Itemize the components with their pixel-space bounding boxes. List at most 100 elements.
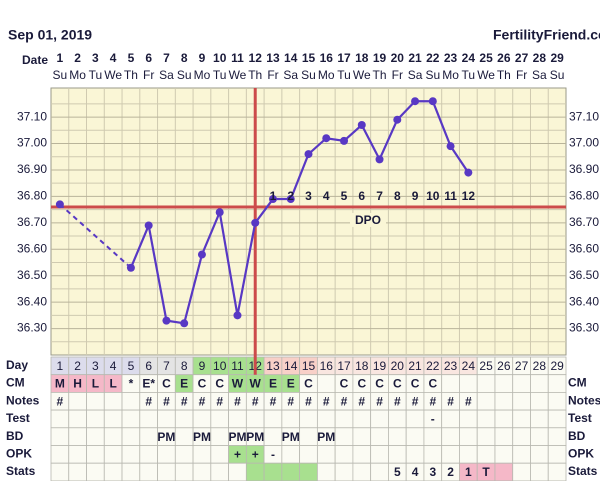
table-cell	[263, 462, 283, 481]
weekday: Tu	[337, 68, 351, 82]
table-cell	[405, 409, 425, 429]
table-cell	[352, 445, 372, 464]
weekday: Mo	[194, 68, 211, 82]
table-cell	[476, 409, 496, 429]
table-cell	[86, 462, 105, 481]
table-cell	[210, 445, 229, 464]
cell-text: C	[411, 377, 420, 391]
y-tick-label-right: 36.80	[569, 189, 599, 203]
temperature-point	[55, 200, 64, 209]
weekday: We	[104, 68, 122, 82]
table-cell	[192, 409, 212, 429]
table-cell	[121, 462, 141, 481]
weekday: We	[353, 68, 371, 82]
cell-text: #	[394, 394, 401, 408]
weekday: Tu	[213, 68, 227, 82]
cell-text: #	[163, 394, 170, 408]
temperature-point	[304, 150, 313, 159]
table-cell	[334, 445, 354, 464]
table-cell	[174, 409, 194, 429]
table-cell	[530, 391, 549, 411]
row-label-right: Notes	[568, 393, 600, 407]
cell-text: C	[304, 377, 313, 391]
row-label: Test	[6, 411, 30, 425]
day-number: 6	[145, 359, 152, 373]
y-tick-label-right: 36.70	[569, 215, 599, 229]
y-tick-label: 36.90	[17, 162, 47, 176]
row-label: Day	[6, 358, 28, 372]
cell-text: #	[341, 394, 348, 408]
table-cell	[139, 445, 158, 464]
table-cell	[530, 427, 549, 446]
cell-text: PM	[317, 430, 335, 444]
date-number: 10	[213, 51, 227, 65]
cell-text: C	[162, 377, 171, 391]
cell-text: H	[73, 377, 82, 391]
date-number: 19	[373, 51, 387, 65]
table-cell	[370, 445, 389, 464]
temperature-point	[180, 319, 189, 328]
weekday: Tu	[462, 68, 476, 82]
cell-text: #	[216, 394, 223, 408]
table-cell	[494, 409, 514, 429]
day-number: 22	[426, 359, 440, 373]
date-number: 24	[462, 51, 476, 65]
table-cell	[388, 427, 407, 446]
date-number: 11	[231, 51, 244, 65]
cell-text: C	[428, 377, 437, 391]
day-number: 23	[444, 359, 458, 373]
temperature-line	[129, 100, 470, 325]
table-cell	[228, 409, 247, 429]
table-cell	[547, 462, 567, 481]
day-number: 24	[462, 359, 476, 373]
date-number: 18	[355, 51, 369, 65]
table-cell	[388, 445, 407, 464]
cell-text: PM	[157, 430, 175, 444]
y-tick-label: 37.00	[17, 136, 47, 150]
date-number: 7	[163, 51, 170, 65]
temperature-point	[464, 168, 473, 177]
date-number: 17	[337, 51, 351, 65]
table-cell	[476, 427, 496, 446]
gap-connector	[59, 203, 132, 269]
temperature-point	[446, 142, 455, 151]
table-cell	[352, 427, 372, 446]
cell-text: E	[180, 377, 188, 391]
table-cell	[512, 445, 531, 464]
y-tick-label: 36.70	[17, 215, 47, 229]
row-label-right: Stats	[568, 464, 598, 478]
table-cell	[121, 427, 141, 446]
table-cell	[316, 462, 336, 481]
cell-text: *	[129, 377, 134, 391]
date-number: 2	[74, 51, 81, 65]
weekday: Fr	[516, 68, 527, 82]
dpo-number: 5	[341, 189, 348, 203]
table-cell	[174, 462, 194, 481]
date-number: 15	[302, 51, 316, 65]
cell-text: -	[271, 448, 275, 462]
cell-text: E	[287, 377, 295, 391]
table-cell	[299, 427, 318, 446]
day-number: 17	[337, 359, 351, 373]
temperature-point	[428, 97, 437, 106]
temperature-point	[411, 97, 420, 106]
table-cell	[423, 445, 443, 464]
y-tick-label: 37.10	[17, 109, 47, 123]
date-number: 26	[497, 51, 511, 65]
cell-text: C	[215, 377, 224, 391]
table-cell	[530, 374, 549, 393]
cell-text: +	[234, 448, 241, 462]
table-cell	[139, 462, 158, 481]
table-cell	[512, 391, 531, 411]
day-number: 5	[128, 359, 135, 373]
table-cell	[316, 374, 336, 393]
temperature-point	[251, 218, 260, 227]
weekday: Su	[301, 68, 316, 82]
table-cell	[50, 409, 70, 429]
table-cell	[157, 462, 176, 481]
weekday: Th	[124, 68, 138, 82]
table-cell	[68, 462, 87, 481]
table-cell	[210, 427, 229, 446]
table-cell	[299, 409, 318, 429]
row-label-right: OPK	[568, 447, 594, 461]
